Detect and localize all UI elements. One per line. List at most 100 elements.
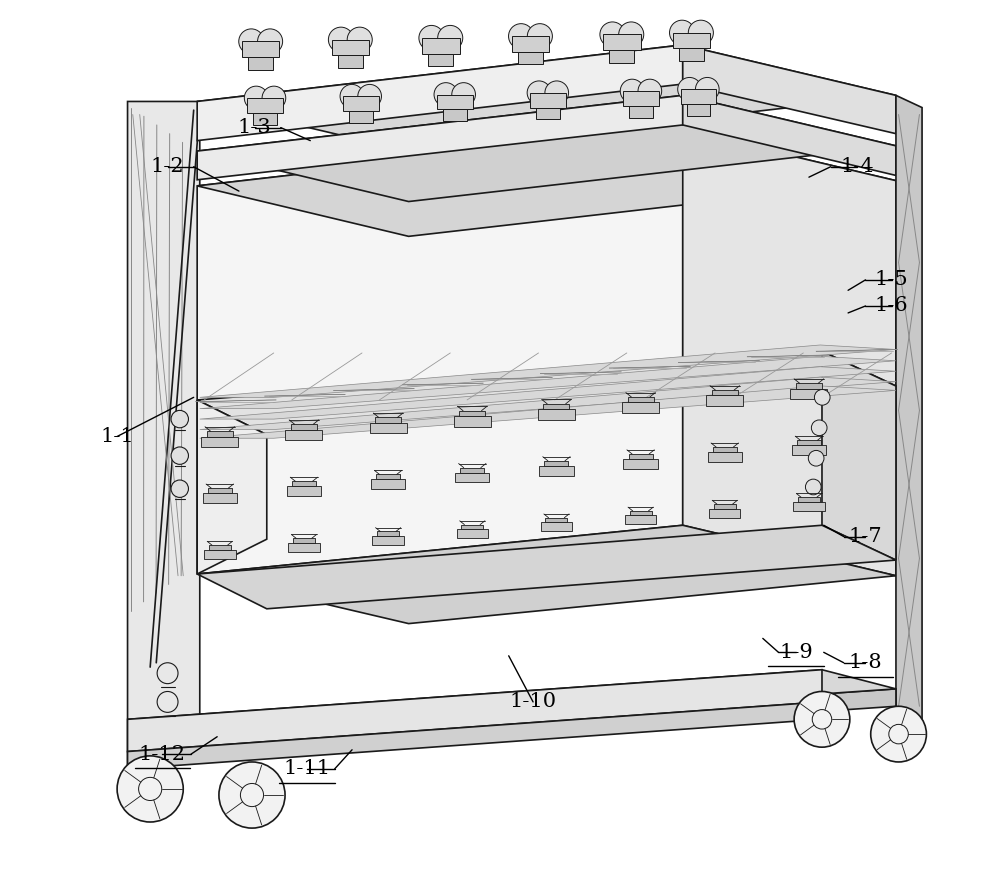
Polygon shape [288,543,320,552]
Text: 1-10: 1-10 [510,692,557,711]
Polygon shape [264,395,345,396]
Polygon shape [197,95,896,202]
Circle shape [157,663,178,684]
Polygon shape [128,101,200,789]
Polygon shape [540,372,622,374]
Polygon shape [371,479,405,489]
Polygon shape [512,36,549,52]
Polygon shape [790,388,827,399]
Circle shape [527,81,551,105]
Polygon shape [603,34,641,50]
Polygon shape [712,390,738,395]
Polygon shape [683,95,896,175]
Polygon shape [623,91,659,106]
Polygon shape [402,383,483,385]
Polygon shape [197,130,896,237]
Polygon shape [629,454,653,459]
Polygon shape [377,532,399,536]
Text: 1-5: 1-5 [875,271,908,289]
Polygon shape [197,526,896,608]
Circle shape [814,389,830,405]
Polygon shape [343,96,379,111]
Polygon shape [200,356,896,409]
Polygon shape [285,430,322,440]
Circle shape [808,450,824,466]
Polygon shape [338,55,363,68]
Polygon shape [370,423,407,434]
Polygon shape [679,48,704,61]
Polygon shape [128,702,822,769]
Polygon shape [201,436,238,447]
Circle shape [262,86,286,110]
Polygon shape [816,349,898,351]
Polygon shape [197,45,683,141]
Polygon shape [678,361,760,362]
Polygon shape [625,515,656,525]
Circle shape [688,20,713,45]
Text: 1-11: 1-11 [283,760,330,779]
Polygon shape [248,57,273,70]
Polygon shape [538,409,575,420]
Circle shape [171,480,188,498]
Polygon shape [709,509,740,518]
Circle shape [258,29,283,54]
Circle shape [171,410,188,428]
Text: 1-2: 1-2 [151,157,184,176]
Circle shape [678,78,701,101]
Polygon shape [195,400,276,402]
Polygon shape [530,93,566,107]
Circle shape [545,81,569,105]
Circle shape [419,25,444,51]
Polygon shape [628,397,654,402]
Polygon shape [372,536,404,545]
Circle shape [509,24,534,49]
Polygon shape [208,488,232,493]
Polygon shape [197,95,683,180]
Polygon shape [747,355,829,357]
Text: 1-8: 1-8 [849,653,882,672]
Polygon shape [287,486,321,496]
Polygon shape [200,377,896,430]
Polygon shape [376,474,400,479]
Circle shape [638,79,662,103]
Polygon shape [242,41,279,57]
Polygon shape [622,402,659,413]
Polygon shape [455,472,489,483]
Polygon shape [459,410,485,416]
Polygon shape [681,89,716,104]
Polygon shape [197,130,683,574]
Polygon shape [209,545,231,550]
Circle shape [811,420,827,436]
Polygon shape [706,395,743,406]
Polygon shape [544,461,568,465]
Polygon shape [541,522,572,532]
Polygon shape [536,107,560,120]
Circle shape [871,706,926,762]
Circle shape [805,479,821,495]
Circle shape [619,22,644,47]
Polygon shape [708,452,742,462]
Circle shape [117,756,183,822]
Polygon shape [714,504,736,509]
Text: 1-6: 1-6 [875,297,908,315]
Polygon shape [454,416,491,427]
Polygon shape [333,388,414,390]
Circle shape [695,78,719,101]
Polygon shape [207,431,233,436]
Circle shape [239,29,264,54]
Polygon shape [896,95,922,734]
Polygon shape [687,104,710,116]
Polygon shape [630,511,652,515]
Polygon shape [197,45,896,151]
Text: 1-4: 1-4 [840,157,874,176]
Circle shape [434,83,458,107]
Circle shape [794,691,850,747]
Polygon shape [422,38,460,53]
Polygon shape [798,498,820,502]
Polygon shape [539,465,574,476]
Polygon shape [197,526,896,623]
Circle shape [157,691,178,712]
Polygon shape [203,493,237,503]
Circle shape [244,86,268,110]
Polygon shape [461,525,483,529]
